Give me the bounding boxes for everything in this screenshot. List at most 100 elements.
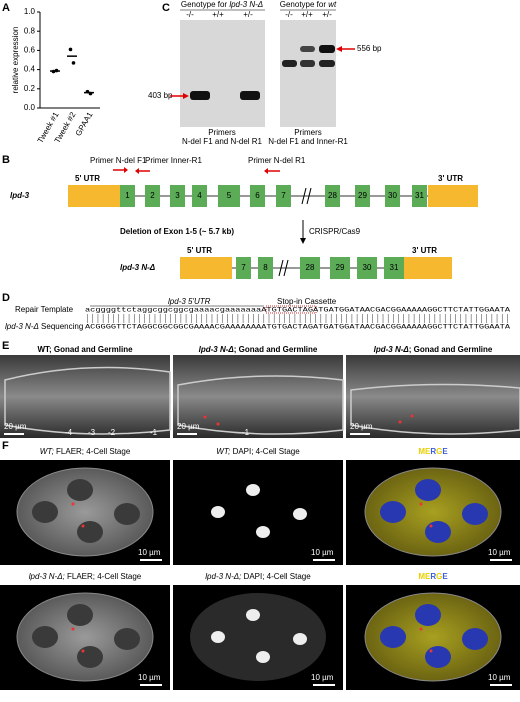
title-part: WT;	[216, 447, 230, 456]
panel-title: WT; FLAER; 4-Cell Stage	[40, 447, 131, 456]
dot	[71, 61, 76, 65]
exon-label: 2	[150, 191, 155, 200]
exon-label: 7	[241, 263, 246, 272]
title-part: DAPI; 4-Cell Stage	[230, 447, 300, 456]
marker	[216, 422, 220, 426]
exon-label: 4	[197, 191, 202, 200]
arrowhead	[300, 238, 306, 244]
scale-label: 10 µm	[311, 673, 334, 682]
nucleus	[425, 521, 451, 543]
title-part: DAPI; 4-Cell Stage	[241, 572, 311, 581]
seq-annotation: Stop-in Cassette	[277, 297, 337, 306]
panel-title: WT; Gonad and Germline	[37, 345, 133, 354]
gel-title-gene: lpd-3 N-Δ	[229, 0, 263, 9]
nucleus	[32, 501, 58, 523]
gel-title-gene: wt	[328, 0, 337, 9]
primer-label: Primer Inner-R1	[145, 156, 202, 165]
nucleus	[211, 631, 225, 643]
exon-label: 28	[306, 263, 315, 272]
embryo	[16, 592, 154, 682]
exon	[170, 185, 185, 207]
marker	[71, 627, 75, 631]
merge-letter: M	[418, 447, 425, 456]
exon-label: 29	[336, 263, 345, 272]
exon-label: 30	[363, 263, 372, 272]
scale-label: 10 µm	[488, 673, 511, 682]
merge-letter: E	[442, 572, 448, 581]
sequence: ACGGGGTTCTAGGCGGCGGCGAAAACGAAAAAAAATGTGA…	[85, 324, 511, 331]
nucleus	[293, 508, 307, 520]
arrowhead	[124, 167, 128, 173]
gel-title: Genotype for lpd-3 N-Δ	[181, 0, 263, 9]
title-part: ; Gonad and Germline	[234, 345, 318, 354]
marker	[81, 649, 85, 653]
dot	[51, 69, 56, 74]
nucleus	[425, 646, 451, 668]
primer-label: Primer N-del R1	[248, 156, 306, 165]
embryo	[364, 467, 502, 557]
exon-label: 5	[227, 191, 232, 200]
nucleus	[77, 521, 103, 543]
panel-title: MERGE	[418, 572, 448, 581]
marker	[203, 415, 207, 419]
lane-label: +/-	[243, 10, 253, 19]
sequence: acggggttctaggcggcggcgaaaacgaaaaaaaATGTGA…	[85, 307, 511, 314]
scale-label: 20 µm	[4, 422, 27, 431]
marker	[419, 627, 423, 631]
worm-outline	[4, 366, 171, 435]
panel-title: lpd-3 N-Δ; Gonad and Germline	[199, 345, 318, 354]
primer-label: Primer N-del F1	[90, 156, 147, 165]
merge-letter: G	[436, 572, 442, 581]
primer-label: N-del F1 and N-del R1	[182, 137, 263, 146]
exon	[385, 185, 400, 207]
merge-letter: E	[442, 447, 448, 456]
dot	[88, 91, 93, 96]
exon	[355, 185, 370, 207]
marker	[81, 524, 85, 528]
gel-band	[319, 60, 335, 67]
scale-label: 20 µm	[177, 422, 200, 431]
gel-image	[280, 20, 336, 127]
title-part: WT;	[40, 447, 54, 456]
marker	[419, 502, 423, 506]
exon-label: 3	[175, 191, 180, 200]
panel-label: F	[2, 440, 9, 452]
embryo	[190, 593, 326, 681]
seq-annotation: lpd-3 5'UTR	[168, 297, 211, 306]
y-tick-label: 1.0	[24, 7, 36, 16]
gel-band	[190, 91, 210, 100]
nucleus	[67, 479, 93, 501]
scale-label: 20 µm	[350, 422, 373, 431]
scale-label: 10 µm	[311, 548, 334, 557]
merge-letter: E	[425, 572, 431, 581]
gel-band	[282, 60, 297, 67]
position-label: -3	[88, 428, 96, 437]
row-label: Repair Template	[15, 305, 74, 314]
nucleus	[67, 604, 93, 626]
exon-label: 8	[263, 263, 268, 272]
mutant-name: lpd-3 N-Δ	[120, 263, 156, 272]
primer-label: Primers	[208, 128, 236, 137]
marker	[410, 414, 414, 418]
merge-letter: E	[425, 447, 431, 456]
deletion-label: Deletion of Exon 1-5 (~ 5.7 kb)	[120, 227, 234, 236]
lane-label: +/+	[212, 10, 224, 19]
worm-outline	[350, 383, 520, 435]
dot	[85, 89, 90, 94]
gene-diagram: lpd-3 5' UTR 1 2 3 4 5 6 7 28 29 30 31 3' UTR Primer N…	[10, 156, 478, 279]
gel-title-text: Genotype for	[280, 0, 328, 9]
scale-label: 10 µm	[138, 673, 161, 682]
panel-title: lpd-3 N-Δ; FLAER; 4-Cell Stage	[29, 572, 142, 581]
cassette-box	[265, 305, 317, 314]
exon-label: 6	[255, 191, 260, 200]
break	[278, 259, 284, 277]
embryo	[364, 592, 502, 682]
nucleus	[293, 633, 307, 645]
exon-label: 29	[358, 191, 367, 200]
nucleus	[246, 484, 260, 496]
y-tick-label: 0.6	[24, 46, 36, 55]
gel-band	[319, 45, 335, 53]
exon	[218, 185, 240, 207]
exon	[276, 185, 291, 207]
exon	[120, 185, 135, 207]
